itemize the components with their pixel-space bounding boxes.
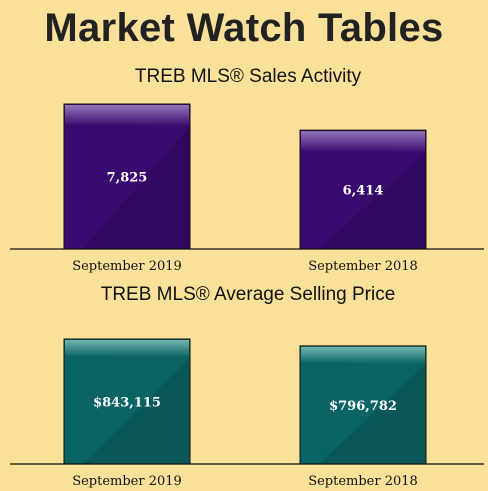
page-title: Market Watch Tables bbox=[44, 6, 444, 50]
bar-shade bbox=[318, 363, 426, 464]
bar-shine bbox=[65, 340, 189, 357]
bar-shine bbox=[65, 105, 189, 126]
bar-shade bbox=[318, 152, 426, 249]
data-label: 6,414 bbox=[343, 184, 384, 199]
tick-label: September 2018 bbox=[308, 474, 418, 489]
average-price-title: TREB MLS® Average Selling Price bbox=[100, 284, 396, 305]
bar-september-2019 bbox=[63, 103, 191, 250]
data-label: $843,115 bbox=[93, 396, 161, 411]
bar-shade bbox=[82, 357, 190, 464]
sales-activity-title: TREB MLS® Sales Activity bbox=[134, 66, 362, 87]
bar-shine bbox=[301, 131, 425, 153]
sales-activity-chart: 7,825 September 2019 6,414 September 2018 bbox=[10, 103, 484, 274]
bar-shine bbox=[301, 346, 425, 364]
data-label: $796,782 bbox=[329, 399, 397, 414]
tick-label: September 2019 bbox=[72, 474, 182, 489]
bar-september-2018 bbox=[299, 345, 427, 465]
tick-label: September 2018 bbox=[308, 259, 418, 274]
bar-shade bbox=[82, 126, 190, 249]
bar-september-2019 bbox=[63, 338, 191, 465]
average-price-chart: $843,115 September 2019 $796,782 September … bbox=[10, 338, 484, 489]
tick-label: September 2019 bbox=[72, 259, 182, 274]
data-label: 7,825 bbox=[107, 171, 148, 186]
